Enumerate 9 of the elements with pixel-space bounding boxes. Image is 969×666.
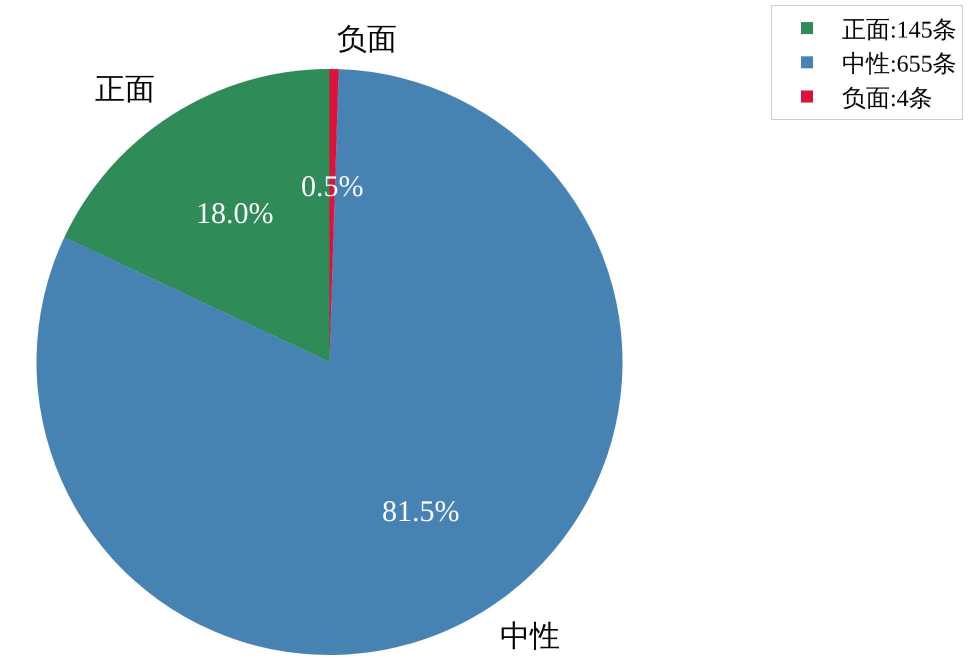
legend-label: 负面:4条	[842, 86, 933, 112]
text: 负面	[337, 23, 397, 56]
pie-slice	[36, 69, 622, 655]
text: 中性	[500, 620, 560, 653]
legend-label: 中性:655条	[842, 52, 957, 78]
data-label: 81.5%	[382, 495, 460, 528]
text: 正面	[95, 73, 155, 106]
legend-label: 正面:145条	[842, 17, 957, 44]
data-label: 18.0%	[196, 197, 274, 230]
